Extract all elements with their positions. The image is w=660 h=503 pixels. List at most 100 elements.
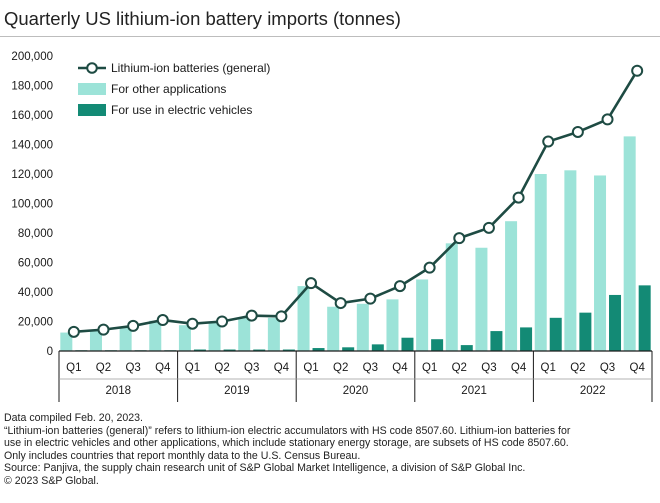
bar-other-applications — [149, 320, 162, 351]
bar-other-applications — [623, 136, 636, 351]
bar-electric-vehicles — [609, 294, 622, 351]
bar-electric-vehicles — [401, 337, 414, 351]
x-tick-label: Q2 — [96, 362, 111, 374]
legend-label: For use in electric vehicles — [111, 103, 252, 117]
bar-electric-vehicles — [282, 349, 295, 351]
bar-other-applications — [89, 330, 102, 351]
bar-other-applications — [238, 317, 251, 351]
bar-other-applications — [60, 332, 73, 351]
line-point-general — [571, 125, 584, 138]
year-label: 2018 — [106, 385, 132, 397]
y-tick-label: 180,000 — [11, 81, 53, 93]
line-point-general — [97, 323, 110, 336]
bar-electric-vehicles — [193, 349, 206, 351]
bar-electric-vehicles — [371, 344, 384, 351]
bar-other-applications — [445, 243, 458, 351]
x-tick-label: Q2 — [333, 362, 348, 374]
y-tick-label: 120,000 — [11, 169, 53, 181]
bar-other-applications — [386, 299, 399, 351]
note-line: use in electric vehicles and other appli… — [4, 437, 569, 450]
x-tick-label: Q1 — [185, 362, 200, 374]
legend-swatch-other — [78, 83, 106, 95]
x-tick-label: Q3 — [600, 362, 615, 374]
x-tick-label: Q1 — [66, 362, 81, 374]
bar-other-applications — [505, 221, 518, 351]
line-point-general — [245, 309, 258, 322]
chart-title: Quarterly US lithium-ion battery imports… — [4, 8, 401, 29]
bar-other-applications — [178, 325, 191, 351]
x-tick-label: Q4 — [274, 362, 290, 374]
line-point-general — [156, 314, 169, 327]
y-tick-label: 0 — [47, 346, 53, 358]
note-line: Source: Panjiva, the supply chain resear… — [4, 462, 526, 475]
y-tick-label: 80,000 — [18, 228, 53, 240]
title-divider — [0, 36, 660, 37]
line-point-general — [512, 191, 525, 204]
bar-other-applications — [208, 322, 221, 351]
bar-other-applications — [564, 170, 577, 351]
year-label: 2019 — [224, 385, 250, 397]
x-tick-label: Q2 — [452, 362, 467, 374]
line-point-general — [542, 135, 555, 148]
bar-other-applications — [297, 286, 310, 351]
bar-electric-vehicles — [253, 349, 266, 351]
bar-electric-vehicles — [431, 339, 444, 351]
footnotes: Data compiled Feb. 20, 2023. “Lithium-io… — [4, 412, 656, 488]
x-tick-label: Q3 — [125, 362, 140, 374]
bar-electric-vehicles — [312, 348, 325, 351]
line-point-general — [601, 113, 614, 126]
line-point-general — [216, 315, 229, 328]
bar-other-applications — [475, 247, 488, 351]
bar-other-applications — [416, 279, 429, 351]
bar-electric-vehicles — [579, 312, 592, 351]
year-label: 2020 — [343, 385, 369, 397]
bar-other-applications — [534, 174, 547, 351]
x-tick-label: Q4 — [155, 362, 171, 374]
line-point-general — [334, 297, 347, 310]
bar-electric-vehicles — [490, 331, 503, 351]
bar-electric-vehicles — [638, 285, 651, 351]
bar-other-applications — [119, 326, 132, 351]
x-tick-label: Q2 — [214, 362, 229, 374]
line-point-general — [186, 317, 199, 330]
line-point-general — [423, 261, 436, 274]
chart: 0 20,000 40,000 60,000 80,000 100,000 120,000 1… — [11, 51, 653, 402]
x-tick-label: Q3 — [481, 362, 496, 374]
line-point-general — [482, 221, 495, 234]
y-tick-label: 100,000 — [11, 199, 53, 211]
y-tick-label: 160,000 — [11, 110, 53, 122]
y-tick-label: 200,000 — [11, 51, 53, 63]
note-line: “Lithium-ion batteries (general)” refers… — [4, 424, 571, 437]
bar-electric-vehicles — [460, 345, 473, 351]
x-tick-label: Q1 — [303, 362, 318, 374]
bar-other-applications — [594, 175, 607, 351]
x-tick-label: Q3 — [244, 362, 259, 374]
line-point-general — [127, 319, 140, 332]
line-point-general — [67, 325, 80, 338]
legend-line-marker — [86, 62, 98, 74]
line-point-general — [305, 277, 318, 290]
bar-electric-vehicles — [223, 349, 236, 351]
year-label: 2021 — [461, 385, 487, 397]
legend-label: For other applications — [111, 82, 226, 96]
year-label: 2022 — [580, 385, 606, 397]
x-tick-label: Q3 — [363, 362, 378, 374]
line-point-general — [393, 280, 406, 293]
legend-label: Lithium-ion batteries (general) — [111, 61, 270, 75]
note-line: Only includes countries that report mont… — [4, 449, 361, 462]
bar-other-applications — [356, 303, 369, 351]
bar-electric-vehicles — [520, 327, 533, 351]
y-tick-label: 40,000 — [18, 287, 53, 299]
note-line: Data compiled Feb. 20, 2023. — [4, 412, 143, 424]
line-point-general — [453, 232, 466, 245]
legend-swatch-ev — [78, 104, 106, 116]
y-tick-label: 140,000 — [11, 140, 53, 152]
note-line: © 2023 S&P Global. — [4, 474, 99, 487]
x-tick-label: Q4 — [630, 362, 646, 374]
line-point-general — [364, 292, 377, 305]
y-tick-label: 60,000 — [18, 258, 53, 270]
bar-electric-vehicles — [549, 317, 562, 351]
bar-electric-vehicles — [342, 347, 355, 351]
bar-other-applications — [267, 317, 280, 351]
x-tick-label: Q1 — [422, 362, 437, 374]
